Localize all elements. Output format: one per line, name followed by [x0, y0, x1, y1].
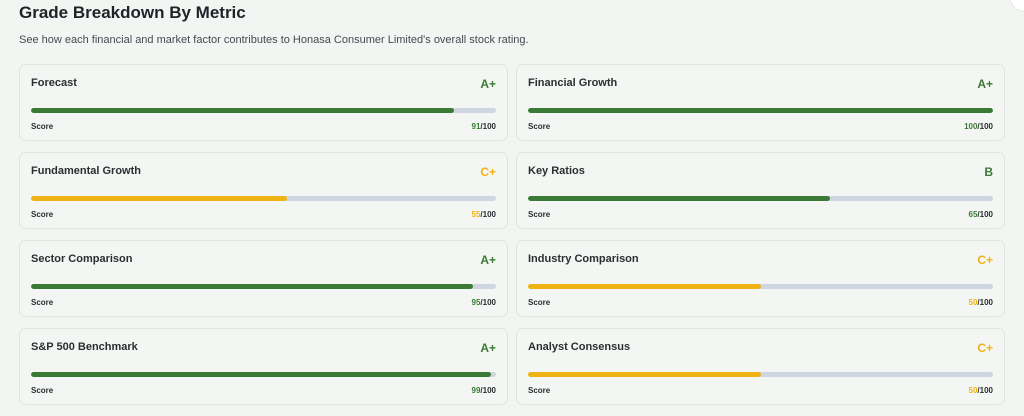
score-label: Score	[31, 298, 54, 307]
metric-name: Analyst Consensus	[528, 341, 631, 353]
page-title: Grade Breakdown By Metric	[19, 3, 246, 22]
score-value: 91/100	[472, 122, 496, 131]
score-value: 99/100	[472, 386, 496, 395]
score-max: /100	[977, 122, 993, 131]
score-number: 95	[471, 298, 481, 307]
metric-grade: C+	[977, 253, 993, 267]
score-bar-track	[528, 372, 993, 377]
metric-name: Key Ratios	[528, 165, 585, 177]
score-number: 91	[471, 122, 481, 131]
score-bar-track	[528, 196, 993, 201]
score-bar-track	[528, 108, 993, 113]
metric-name: Fundamental Growth	[31, 165, 141, 177]
metric-card-analyst-consensus: Analyst Consensus C+ Score 50/100	[516, 328, 1005, 405]
score-bar-fill	[31, 196, 287, 201]
metric-card-industry-comparison: Industry Comparison C+ Score 50/100	[516, 240, 1005, 317]
score-bar-track	[31, 196, 496, 201]
score-bar-fill	[31, 284, 473, 289]
score-value: 50/100	[969, 298, 993, 307]
page-subtitle: See how each financial and market factor…	[19, 34, 529, 46]
metric-card-fundamental-growth: Fundamental Growth C+ Score 55/100	[19, 152, 508, 229]
metric-grid: Forecast A+ Score 91/100 Financial Growt…	[19, 64, 1005, 405]
score-max: /100	[480, 386, 496, 395]
metric-grade: A+	[480, 253, 496, 267]
score-bar-fill	[31, 108, 455, 113]
score-value: 100/100	[964, 122, 993, 131]
metric-name: Industry Comparison	[528, 253, 639, 265]
score-number: 55	[471, 210, 481, 219]
metric-name: Financial Growth	[528, 77, 618, 89]
score-label: Score	[31, 122, 54, 131]
score-number: 100	[964, 122, 978, 131]
score-max: /100	[480, 210, 496, 219]
score-max: /100	[977, 298, 993, 307]
score-value: 65/100	[969, 210, 993, 219]
score-label: Score	[528, 210, 551, 219]
score-bar-track	[31, 108, 496, 113]
metric-name: Sector Comparison	[31, 253, 133, 265]
score-max: /100	[977, 386, 993, 395]
score-bar-fill	[528, 108, 993, 113]
score-label: Score	[31, 210, 54, 219]
score-label: Score	[31, 386, 54, 395]
metric-name: S&P 500 Benchmark	[31, 341, 138, 353]
score-value: 50/100	[969, 386, 993, 395]
metric-card-forecast: Forecast A+ Score 91/100	[19, 64, 508, 141]
score-bar-fill	[528, 372, 761, 377]
score-bar-fill	[528, 284, 761, 289]
metric-card-financial-growth: Financial Growth A+ Score 100/100	[516, 64, 1005, 141]
metric-name: Forecast	[31, 77, 77, 89]
score-max: /100	[977, 210, 993, 219]
score-bar-track	[528, 284, 993, 289]
score-bar-fill	[31, 372, 492, 377]
score-bar-track	[31, 372, 496, 377]
metric-grade: C+	[977, 341, 993, 355]
score-number: 50	[968, 298, 978, 307]
metric-grade: B	[984, 165, 993, 179]
score-label: Score	[528, 386, 551, 395]
score-bar-track	[31, 284, 496, 289]
score-number: 65	[968, 210, 978, 219]
score-value: 95/100	[472, 298, 496, 307]
score-label: Score	[528, 298, 551, 307]
score-number: 50	[968, 386, 978, 395]
score-number: 99	[471, 386, 481, 395]
score-max: /100	[480, 298, 496, 307]
metric-grade: A+	[977, 77, 993, 91]
score-value: 55/100	[472, 210, 496, 219]
metric-card-key-ratios: Key Ratios B Score 65/100	[516, 152, 1005, 229]
metric-card-sector-comparison: Sector Comparison A+ Score 95/100	[19, 240, 508, 317]
scroll-to-top-button[interactable]	[1010, 0, 1024, 12]
metric-grade: C+	[480, 165, 496, 179]
score-bar-fill	[528, 196, 831, 201]
metric-grade: A+	[480, 341, 496, 355]
metric-grade: A+	[480, 77, 496, 91]
score-max: /100	[480, 122, 496, 131]
score-label: Score	[528, 122, 551, 131]
metric-card-sp500-benchmark: S&P 500 Benchmark A+ Score 99/100	[19, 328, 508, 405]
